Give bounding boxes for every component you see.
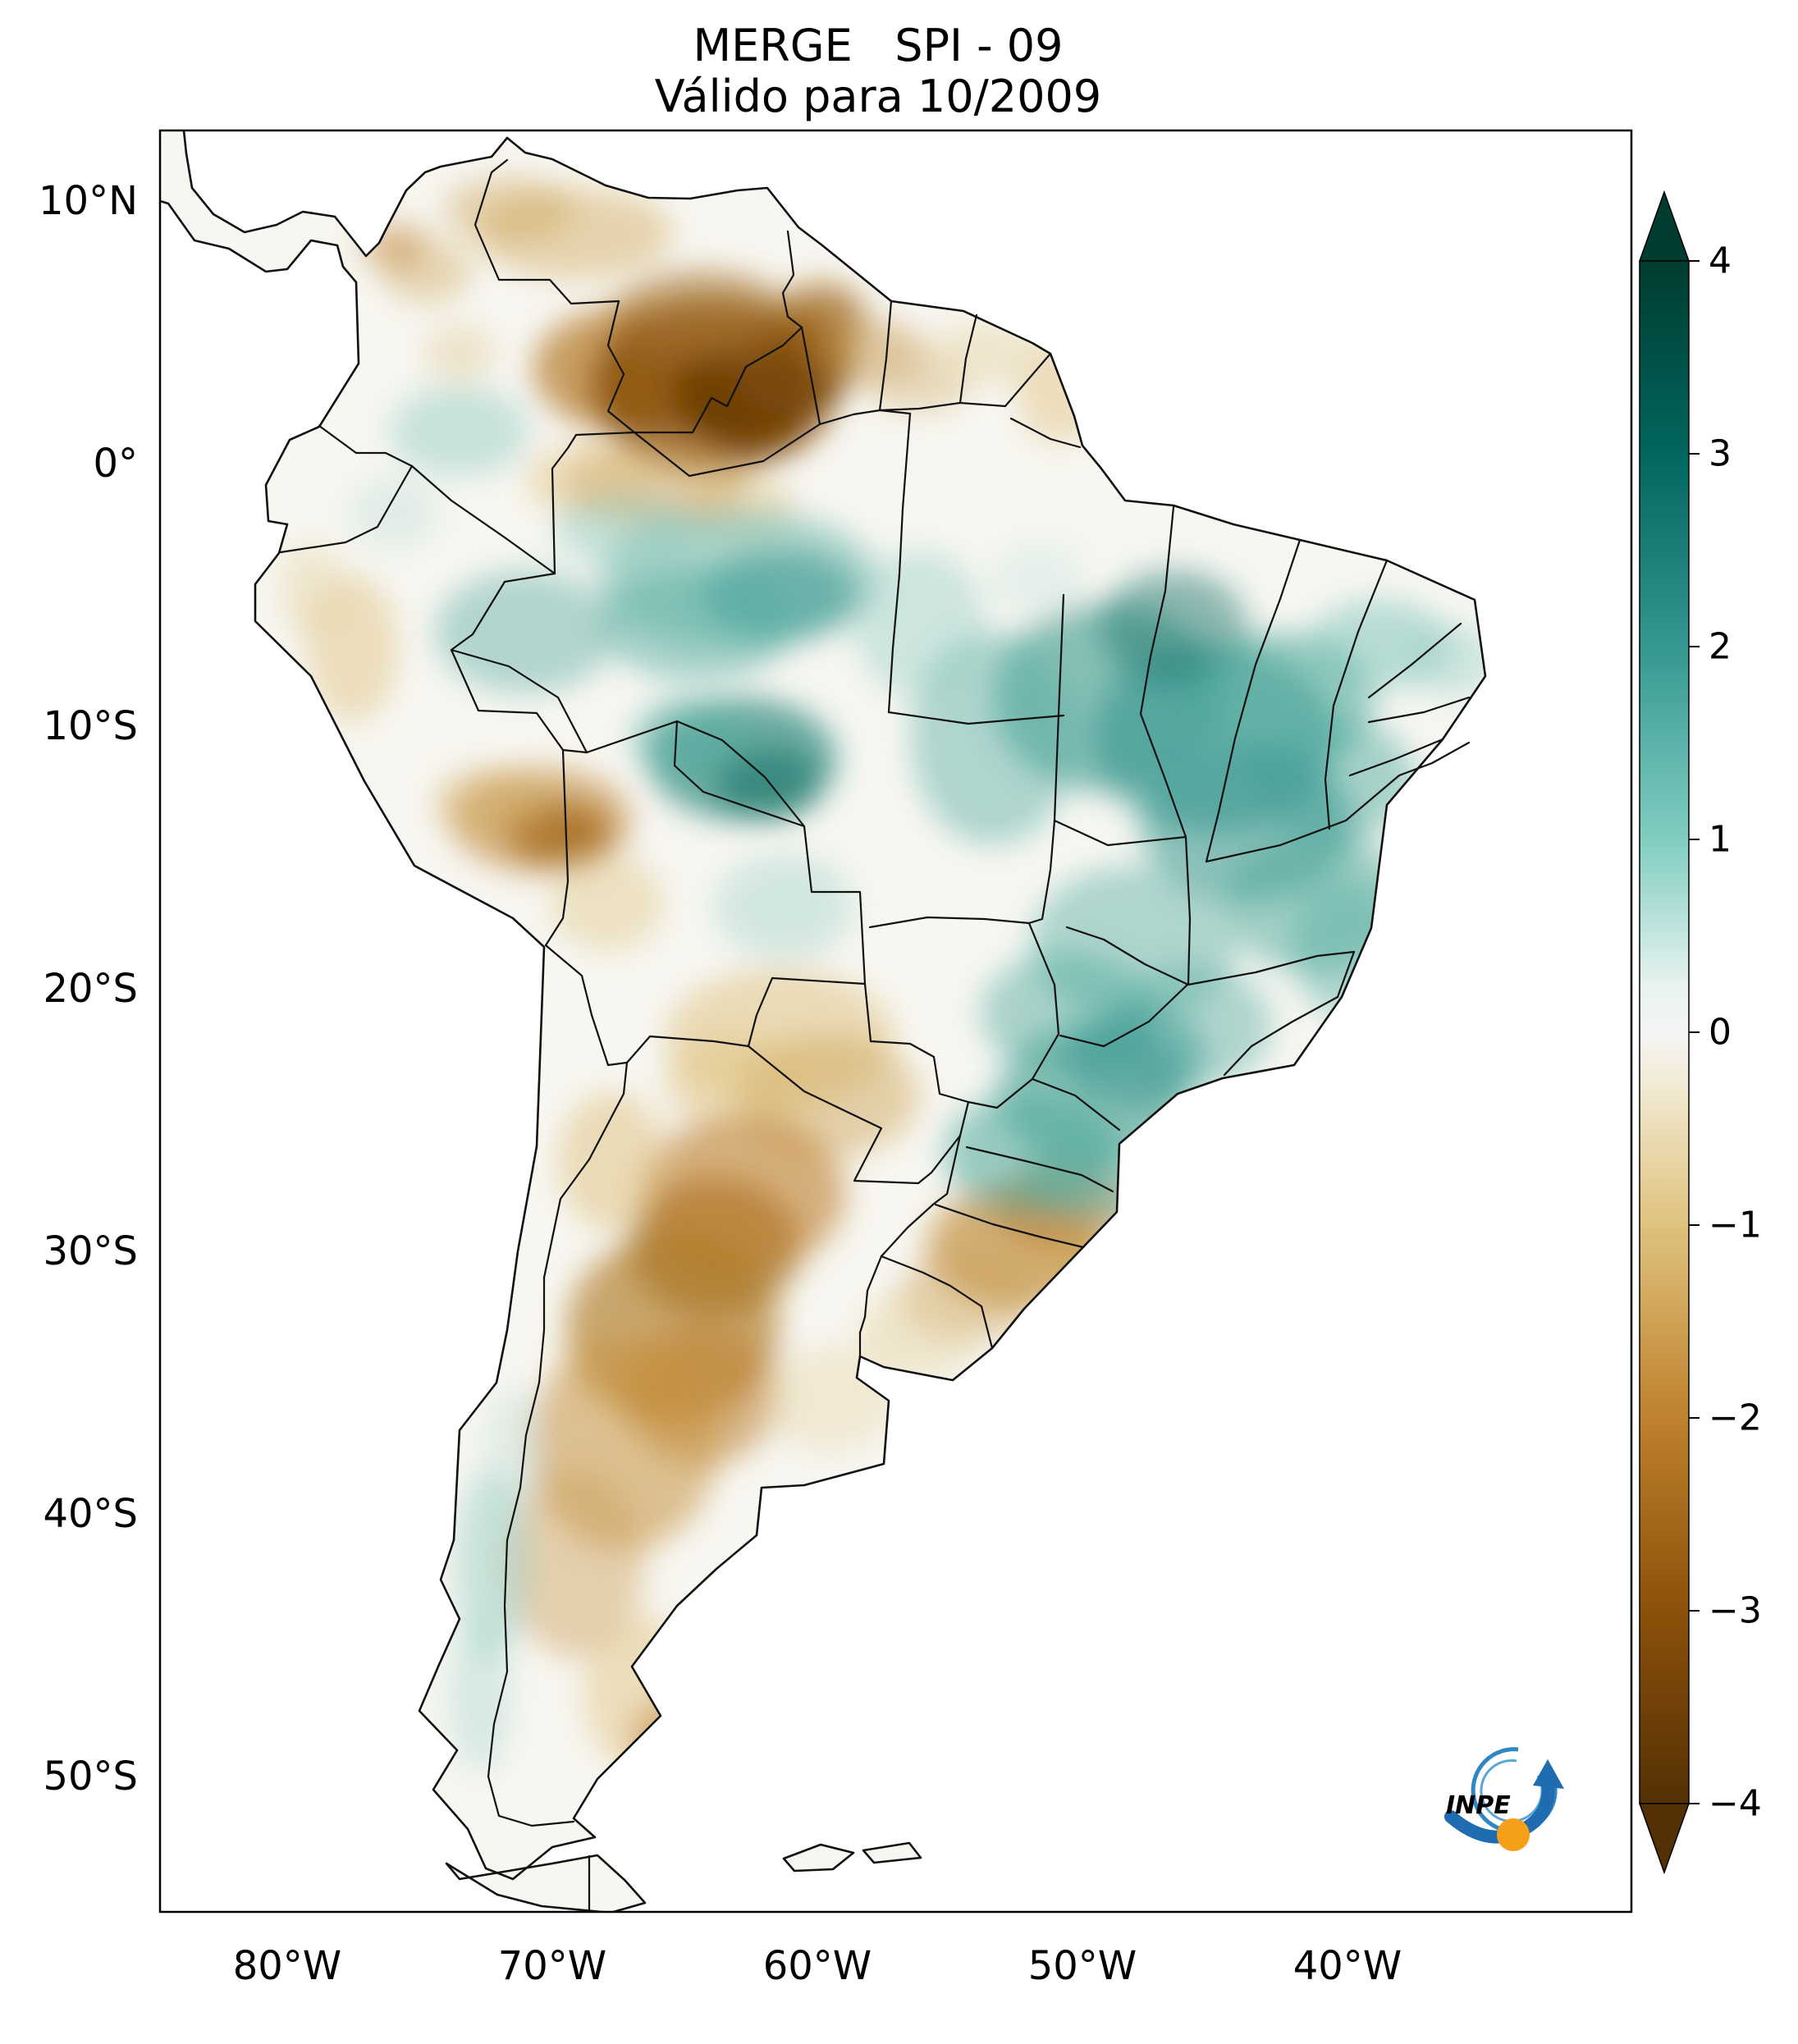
border-brazil-uruguay xyxy=(880,1255,994,1350)
state-pernambuco-bahia xyxy=(1348,738,1444,777)
border-suriname-frenchguiana xyxy=(958,313,978,405)
y-tick-20s: 20°S xyxy=(43,966,138,1012)
y-tick-10n: 10°N xyxy=(39,178,138,224)
colorbar-tick-neg2: −2 xyxy=(1709,1397,1762,1439)
border-bolivia-argentina xyxy=(625,1035,750,1064)
x-tick-60w: 60°W xyxy=(763,1943,872,1989)
colorbar-tick-1: 1 xyxy=(1709,819,1732,861)
x-tick-70w: 70°W xyxy=(498,1943,607,1989)
raster-grain-texture xyxy=(160,130,1485,1912)
state-santacatarina-riograndedosul xyxy=(934,1203,1085,1249)
state-tocantins-goias xyxy=(1053,819,1187,847)
border-bolivia-paraguay xyxy=(747,976,867,1048)
state-maranhao-piaui xyxy=(1205,538,1302,863)
border-venezuela-brazil xyxy=(633,326,803,434)
logo-orange-dot xyxy=(1497,1818,1530,1851)
state-ms-east xyxy=(967,921,1060,1109)
logo-arrow-head xyxy=(1533,1759,1564,1789)
colorbar-tick-3: 3 xyxy=(1709,433,1732,475)
state-parana-santacatarina xyxy=(965,1145,1114,1193)
colorbar: 4 3 2 1 0 −1 −2 −3 −4 xyxy=(1638,190,1762,1875)
border-colombia-brazil xyxy=(551,431,636,575)
border-ecuador-peru xyxy=(279,464,414,554)
coastline-mainland xyxy=(160,130,1487,1881)
y-tick-10s: 10°S xyxy=(43,703,138,749)
state-ceara-rn-pb xyxy=(1367,622,1462,699)
map-canvas: INPE xyxy=(160,130,1564,1912)
state-amazonas-rondonia xyxy=(675,720,806,828)
state-roraima-amazonas xyxy=(633,423,821,478)
border-colombia-venezuela xyxy=(474,158,636,434)
inpe-logo: INPE xyxy=(1444,1747,1564,1851)
state-bahia-minas xyxy=(1187,950,1356,986)
border-argentina-brazil xyxy=(880,1134,962,1258)
state-minas-rio xyxy=(1223,995,1339,1077)
border-amapa-para xyxy=(1009,417,1082,449)
border-chile-argentina xyxy=(487,1061,629,1827)
state-acre-amazonas xyxy=(450,648,588,754)
state-espirito-santo xyxy=(1336,950,1356,999)
figure-subtitle: Válido para 10/2009 xyxy=(655,71,1101,122)
border-guyana-suriname xyxy=(878,300,893,412)
logo-text: INPE xyxy=(1446,1791,1511,1820)
logo-arrow-shaft xyxy=(1444,1776,1555,1844)
colorbar-extend-min xyxy=(1638,1803,1690,1875)
state-para-matogrosso xyxy=(887,711,1065,725)
border-bolivia-chile xyxy=(544,944,629,1067)
border-venezuela-guyana xyxy=(781,230,803,329)
colorbar-tick-neg1: −1 xyxy=(1709,1205,1762,1246)
border-suriname-brazil xyxy=(878,401,962,412)
state-matogrosso-goias xyxy=(1027,819,1056,925)
border-colombia-peru xyxy=(410,464,556,575)
state-bahia-north xyxy=(1205,774,1401,863)
y-axis: 10°N 0° 10°S 20°S 30°S 40°S 50°S xyxy=(39,178,138,1799)
colorbar-extend-max xyxy=(1638,190,1690,262)
state-sergipe-alagoas xyxy=(1398,741,1471,777)
border-peru-bolivia xyxy=(544,748,570,947)
state-pb-pernambuco xyxy=(1367,696,1471,724)
border-frenchguiana-brazil xyxy=(958,352,1052,408)
y-tick-40s: 40°S xyxy=(43,1491,138,1537)
colorbar-tick-0: 0 xyxy=(1709,1012,1732,1054)
colorbar-tick-neg4: −4 xyxy=(1709,1783,1762,1825)
y-tick-30s: 30°S xyxy=(43,1228,138,1274)
x-tick-40w: 40°W xyxy=(1293,1943,1402,1989)
map-frame xyxy=(158,129,1633,1914)
y-tick-50s: 50°S xyxy=(43,1754,138,1799)
state-saopaulo-parana xyxy=(1031,1077,1121,1132)
coastline-falklands-west xyxy=(782,1843,855,1873)
state-para-maranhao xyxy=(1139,505,1175,716)
state-bahia-west xyxy=(1184,835,1192,986)
country-state-borders xyxy=(279,158,1471,1912)
coastline-tierra-del-fuego xyxy=(445,1854,647,1912)
state-mt-ms xyxy=(868,916,1031,929)
y-tick-0: 0° xyxy=(93,441,138,487)
x-tick-80w: 80°W xyxy=(233,1943,342,1989)
border-argentina-uruguay xyxy=(858,1255,883,1358)
border-guyana-brazil xyxy=(800,326,912,426)
state-goias-minas xyxy=(1065,926,1190,986)
colorbar-ticks xyxy=(1689,260,1700,1804)
state-tocantins-west xyxy=(1053,593,1065,822)
colorbar-tick-neg3: −3 xyxy=(1709,1590,1762,1632)
state-piaui-ceara xyxy=(1324,559,1389,830)
x-axis: 80°W 70°W 60°W 50°W 40°W xyxy=(233,1943,1402,1989)
south-america-landmass xyxy=(160,130,1485,1912)
colorbar-tick-4: 4 xyxy=(1709,240,1732,282)
coastlines xyxy=(160,130,1487,1912)
coastline-falklands-east xyxy=(862,1841,922,1864)
figure-title: MERGE SPI - 09 xyxy=(693,20,1064,71)
colorbar-gradient xyxy=(1639,260,1690,1804)
x-tick-50w: 50°W xyxy=(1028,1943,1137,1989)
border-bolivia-brazil xyxy=(561,720,867,985)
state-amazonas-para xyxy=(887,412,912,714)
state-tocantins-east xyxy=(1139,712,1187,839)
state-minas-saopaulo xyxy=(1059,983,1189,1048)
border-colombia-ecuador xyxy=(318,424,414,468)
colorbar-tick-2: 2 xyxy=(1709,626,1732,668)
border-paraguay-argentina xyxy=(747,1045,962,1185)
